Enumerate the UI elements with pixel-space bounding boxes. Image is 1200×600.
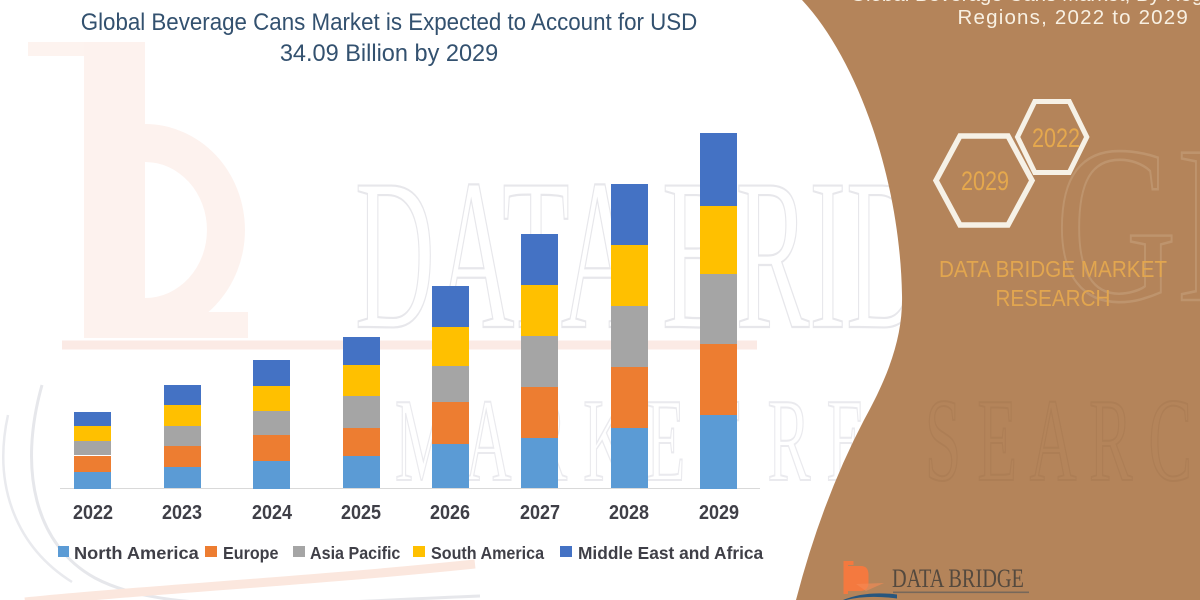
svg-text:S E A R C H: S E A R C H bbox=[925, 374, 1200, 506]
svg-text:GE: GE bbox=[1055, 99, 1200, 349]
